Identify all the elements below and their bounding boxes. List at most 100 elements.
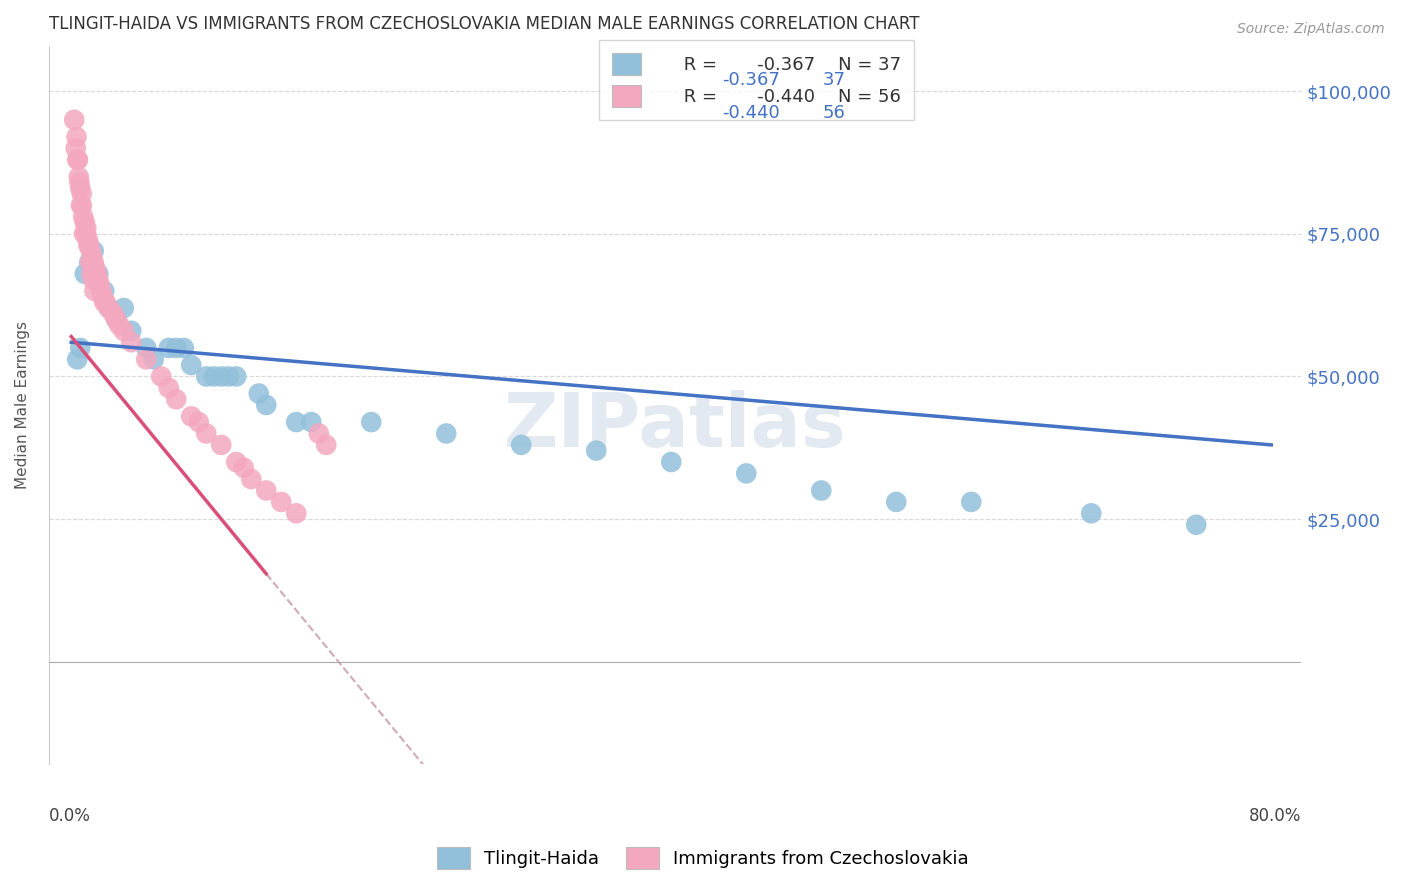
Point [315,438,337,452]
Point [308,426,330,441]
Text: 56: 56 [823,103,845,121]
Point [66,352,89,367]
Y-axis label: Median Male Earnings: Median Male Earnings [15,321,30,489]
Point [285,506,308,520]
Point [1185,517,1208,532]
Point [209,369,232,384]
Point [884,495,907,509]
Point [83,255,105,269]
Point [120,335,142,350]
Point [79,255,101,269]
Text: 0.0%: 0.0% [49,807,90,825]
Point [69,176,91,190]
Text: -0.440: -0.440 [723,103,780,121]
Point [94,295,117,310]
Point [240,472,263,486]
Point [75,227,97,241]
Point [157,341,180,355]
Point [285,415,308,429]
Point [254,398,277,412]
Point [225,455,247,469]
Point [97,301,120,315]
Point [120,324,142,338]
Point [72,210,94,224]
Point [225,369,247,384]
Point [180,358,202,372]
Point [70,198,93,212]
Point [83,244,105,258]
Point [65,129,87,144]
Point [150,369,173,384]
Point [67,169,90,184]
Point [202,369,225,384]
Point [195,426,218,441]
Point [97,301,120,315]
Legend: Tlingit-Haida, Immigrants from Czechoslovakia: Tlingit-Haida, Immigrants from Czechoslo… [429,838,977,879]
Text: ZIPatlas: ZIPatlas [503,390,846,463]
Legend:      R =       -0.367    N = 37,      R =       -0.440    N = 56: R = -0.367 N = 37, R = -0.440 N = 56 [599,40,914,120]
Point [82,250,104,264]
Point [108,318,131,332]
Point [105,312,128,326]
Point [84,261,107,276]
Point [77,255,100,269]
Point [247,386,270,401]
Text: Source: ZipAtlas.com: Source: ZipAtlas.com [1237,22,1385,37]
Point [173,341,195,355]
Point [135,341,157,355]
Point [75,221,97,235]
Point [360,415,382,429]
Point [659,455,682,469]
Point [218,369,240,384]
Point [112,301,135,315]
Point [66,153,89,167]
Point [77,238,100,252]
Point [93,295,115,310]
Point [70,198,93,212]
Point [65,141,87,155]
Point [299,415,322,429]
Point [112,324,135,338]
Point [103,307,125,321]
Text: -0.367: -0.367 [723,71,780,89]
Point [69,341,91,355]
Point [89,278,111,293]
Point [66,153,89,167]
Point [73,267,96,281]
Point [187,415,209,429]
Point [83,284,105,298]
Point [195,369,218,384]
Point [180,409,202,424]
Point [69,181,91,195]
Point [1080,506,1102,520]
Point [209,438,232,452]
Point [82,272,104,286]
Point [142,352,165,367]
Point [165,392,187,407]
Point [585,443,607,458]
Point [63,112,86,127]
Text: 37: 37 [823,71,846,89]
Point [960,495,983,509]
Text: 80.0%: 80.0% [1249,807,1302,825]
Point [232,460,254,475]
Point [510,438,533,452]
Point [80,267,103,281]
Point [434,426,457,441]
Point [810,483,832,498]
Point [93,284,115,298]
Point [254,483,277,498]
Point [86,267,108,281]
Point [73,227,96,241]
Point [73,215,96,229]
Point [270,495,292,509]
Point [90,284,112,298]
Point [735,467,758,481]
Point [87,267,110,281]
Point [76,233,98,247]
Point [105,312,128,326]
Point [157,381,180,395]
Point [91,290,114,304]
Point [80,244,103,258]
Point [135,352,157,367]
